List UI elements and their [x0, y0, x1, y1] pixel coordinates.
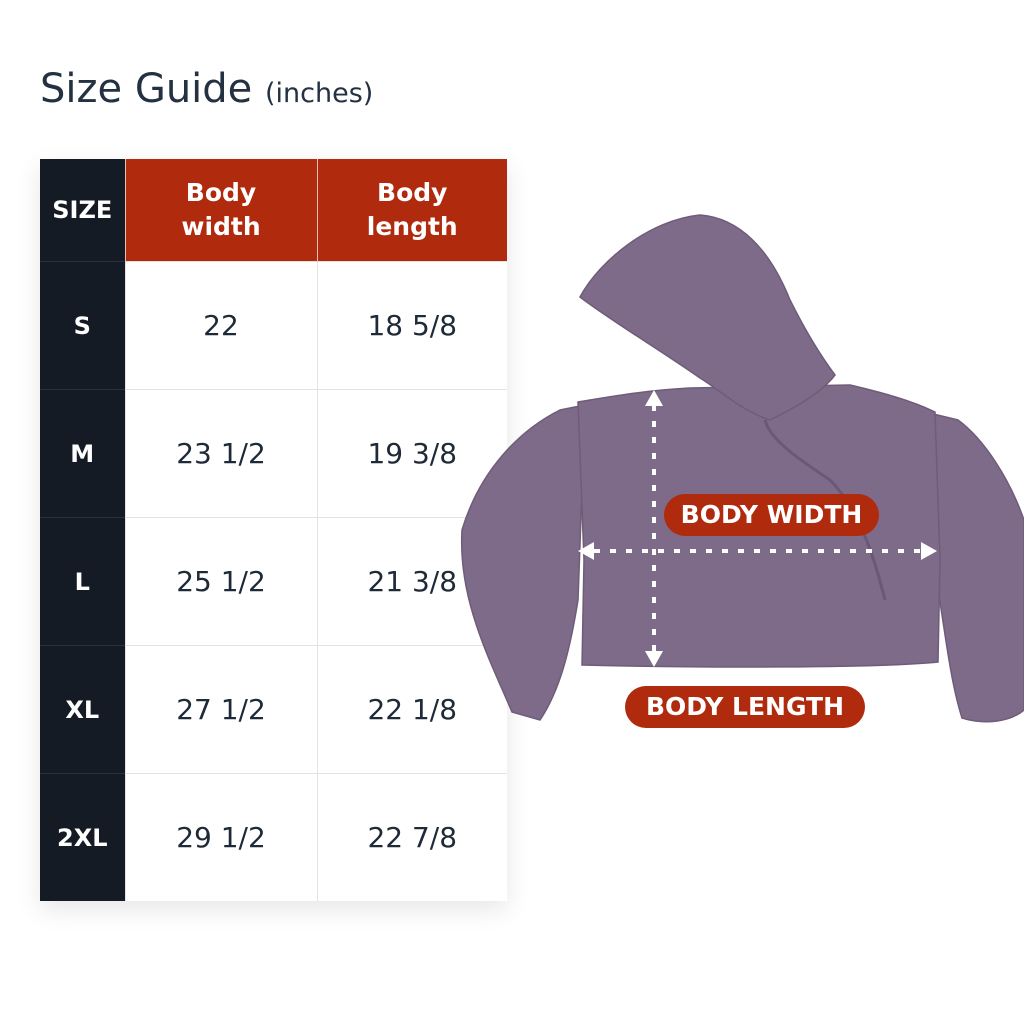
- hood: [579, 214, 836, 421]
- header-text: length: [366, 212, 458, 241]
- table-row: M 23 1/2 19 3/8: [40, 389, 507, 518]
- table-header-row: SIZE Body width Body length: [40, 159, 507, 262]
- body-width-label: BODY WIDTH: [664, 494, 879, 536]
- length-cell: 22 7/8: [316, 773, 507, 901]
- table-row: 2XL 29 1/2 22 7/8: [40, 773, 507, 901]
- arrow-right-icon: [921, 542, 937, 560]
- header-text: Body: [377, 178, 448, 207]
- arrow-left-icon: [578, 542, 594, 560]
- width-cell: 25 1/2: [124, 517, 317, 646]
- arrow-up-icon: [645, 390, 663, 406]
- width-cell: 27 1/2: [124, 645, 317, 774]
- size-cell: XL: [40, 645, 125, 774]
- table-row: S 22 18 5/8: [40, 261, 507, 390]
- title-unit: (inches): [265, 78, 374, 109]
- table-row: XL 27 1/2 22 1/8: [40, 645, 507, 774]
- width-cell: 22: [124, 261, 317, 390]
- header-body-length: Body length: [316, 159, 507, 262]
- width-cell: 23 1/2: [124, 389, 317, 518]
- size-cell: 2XL: [40, 773, 125, 901]
- size-cell: M: [40, 389, 125, 518]
- length-cell: 22 1/8: [316, 645, 507, 774]
- page-title: Size Guide (inches): [40, 66, 373, 112]
- header-text: width: [181, 212, 261, 241]
- size-cell: L: [40, 517, 125, 646]
- left-sleeve: [460, 404, 586, 721]
- header-text: Body: [185, 178, 257, 207]
- length-cell: 18 5/8: [316, 261, 507, 390]
- size-table: SIZE Body width Body length S 22 18 5/8 M 23 …: [40, 159, 507, 901]
- right-sleeve: [924, 411, 1024, 723]
- drawstring: [763, 419, 887, 601]
- header-size: SIZE: [40, 159, 125, 262]
- size-cell: S: [40, 261, 125, 390]
- arrow-down-icon: [645, 651, 663, 667]
- body-length-label: BODY LENGTH: [625, 686, 865, 728]
- header-body-width: Body width: [124, 159, 317, 262]
- width-cell: 29 1/2: [124, 773, 317, 901]
- title-text: Size Guide: [40, 66, 253, 112]
